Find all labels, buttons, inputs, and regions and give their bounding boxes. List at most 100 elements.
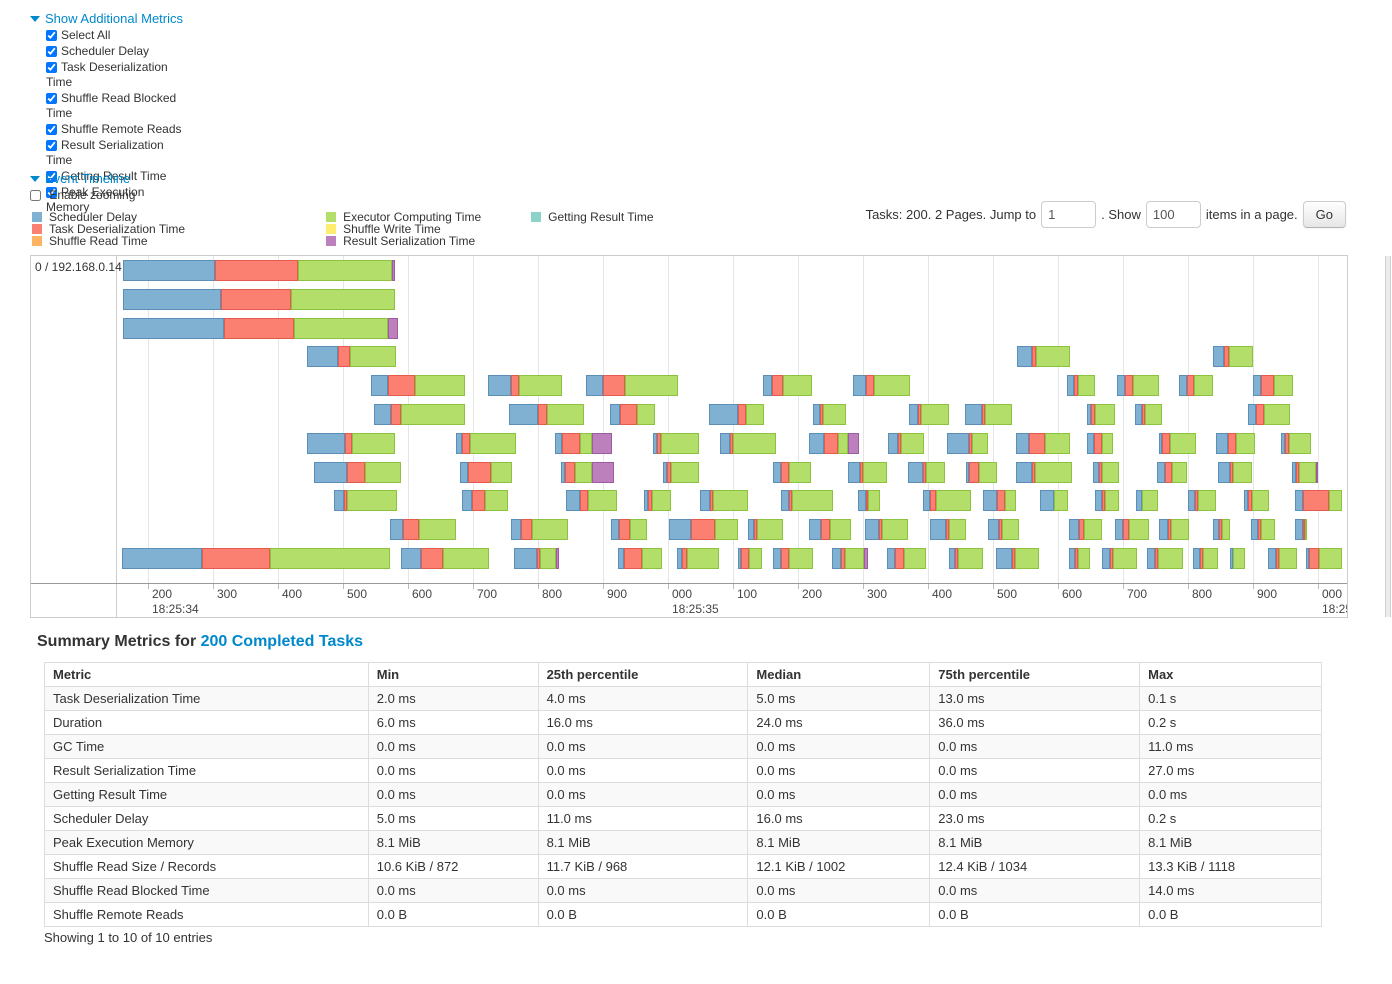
- timeline-task-bar[interactable]: [947, 433, 988, 454]
- timeline-task-bar[interactable]: [488, 375, 562, 396]
- timeline-task-bar[interactable]: [1016, 462, 1072, 483]
- timeline-task-bar[interactable]: [1017, 346, 1070, 367]
- timeline-task-bar[interactable]: [586, 375, 678, 396]
- timeline-task-bar[interactable]: [1295, 519, 1307, 540]
- timeline-task-bar[interactable]: [763, 375, 812, 396]
- timeline-task-bar[interactable]: [1193, 548, 1218, 569]
- timeline-task-bar[interactable]: [909, 404, 949, 425]
- timeline-task-bar[interactable]: [1147, 548, 1183, 569]
- timeline-task-bar[interactable]: [738, 548, 762, 569]
- timeline-task-bar[interactable]: [307, 433, 395, 454]
- timeline-task-bar[interactable]: [1281, 433, 1311, 454]
- timeline-task-bar[interactable]: [1016, 433, 1070, 454]
- timeline-task-bar[interactable]: [1268, 548, 1297, 569]
- timeline-task-bar[interactable]: [1093, 462, 1119, 483]
- timeline-task-bar[interactable]: [1095, 490, 1119, 511]
- timeline-task-bar[interactable]: [334, 490, 397, 511]
- summary-header-cell[interactable]: 75th percentile: [929, 662, 1141, 687]
- timeline-task-bar[interactable]: [1159, 433, 1196, 454]
- timeline-task-bar[interactable]: [511, 519, 568, 540]
- timeline-task-bar[interactable]: [618, 548, 662, 569]
- timeline-task-bar[interactable]: [314, 462, 401, 483]
- timeline-vertical-scrollbar[interactable]: [1385, 256, 1391, 617]
- timeline-task-bar[interactable]: [1248, 404, 1290, 425]
- metric-checkbox[interactable]: [46, 171, 57, 182]
- timeline-task-bar[interactable]: [865, 519, 908, 540]
- metric-checkbox[interactable]: [46, 30, 57, 41]
- metric-checkbox[interactable]: [46, 140, 57, 151]
- timeline-task-bar[interactable]: [1213, 346, 1253, 367]
- summary-header-cell[interactable]: Metric: [44, 662, 369, 687]
- timeline-task-bar[interactable]: [653, 433, 699, 454]
- timeline-task-bar[interactable]: [709, 404, 764, 425]
- timeline-task-bar[interactable]: [610, 404, 655, 425]
- timeline-task-bar[interactable]: [1188, 490, 1216, 511]
- timeline-task-bar[interactable]: [401, 548, 489, 569]
- summary-header-cell[interactable]: Max: [1139, 662, 1322, 687]
- go-button[interactable]: Go: [1302, 201, 1346, 228]
- timeline-task-bar[interactable]: [460, 462, 512, 483]
- timeline-task-bar[interactable]: [663, 462, 699, 483]
- items-per-page-input[interactable]: [1145, 201, 1201, 228]
- timeline-task-bar[interactable]: [1216, 433, 1255, 454]
- event-timeline-toggle[interactable]: Event Timeline: [30, 171, 130, 186]
- timeline-task-bar[interactable]: [1157, 462, 1187, 483]
- timeline-task-bar[interactable]: [908, 462, 945, 483]
- timeline-task-bar[interactable]: [566, 490, 617, 511]
- timeline-task-bar[interactable]: [773, 548, 813, 569]
- timeline-task-bar[interactable]: [1069, 548, 1090, 569]
- timeline-task-bar[interactable]: [949, 548, 983, 569]
- timeline-task-bar[interactable]: [930, 519, 966, 540]
- timeline-task-bar[interactable]: [809, 519, 851, 540]
- timeline-task-bar[interactable]: [1295, 490, 1342, 511]
- timeline-task-bar[interactable]: [888, 433, 924, 454]
- timeline-task-bar[interactable]: [773, 462, 811, 483]
- timeline-task-bar[interactable]: [371, 375, 465, 396]
- timeline-task-bar[interactable]: [123, 260, 395, 281]
- summary-header-cell[interactable]: Median: [747, 662, 931, 687]
- timeline-task-bar[interactable]: [1067, 375, 1095, 396]
- enable-zooming-checkbox[interactable]: [30, 190, 41, 201]
- timeline-task-bar[interactable]: [390, 519, 456, 540]
- timeline-task-bar[interactable]: [1115, 519, 1149, 540]
- timeline-task-bar[interactable]: [1244, 490, 1269, 511]
- timeline-task-bar[interactable]: [462, 490, 508, 511]
- timeline-task-bar[interactable]: [887, 548, 926, 569]
- timeline-task-bar[interactable]: [1179, 375, 1213, 396]
- timeline-task-bar[interactable]: [700, 490, 748, 511]
- timeline-task-bar[interactable]: [1230, 548, 1245, 569]
- timeline-task-bar[interactable]: [1292, 462, 1318, 483]
- timeline-task-bar[interactable]: [966, 462, 997, 483]
- summary-header-cell[interactable]: Min: [367, 662, 539, 687]
- timeline-task-bar[interactable]: [1218, 462, 1252, 483]
- timeline-task-bar[interactable]: [1040, 490, 1068, 511]
- timeline-task-bar[interactable]: [555, 433, 612, 454]
- timeline-task-bar[interactable]: [1069, 519, 1102, 540]
- timeline-task-bar[interactable]: [983, 490, 1016, 511]
- timeline-task-bar[interactable]: [123, 289, 395, 310]
- timeline-task-bar[interactable]: [669, 519, 738, 540]
- timeline-task-bar[interactable]: [813, 404, 846, 425]
- timeline-task-bar[interactable]: [1102, 548, 1137, 569]
- timeline-task-bar[interactable]: [848, 462, 887, 483]
- timeline-task-bar[interactable]: [456, 433, 516, 454]
- metric-checkbox[interactable]: [46, 124, 57, 135]
- metric-checkbox[interactable]: [46, 46, 57, 57]
- timeline-task-bar[interactable]: [853, 375, 910, 396]
- timeline-task-bar[interactable]: [996, 548, 1039, 569]
- timeline-task-bar[interactable]: [644, 490, 671, 511]
- metric-checkbox[interactable]: [46, 93, 57, 104]
- timeline-task-bar[interactable]: [988, 519, 1019, 540]
- timeline-task-bar[interactable]: [1251, 519, 1275, 540]
- timeline-task-bar[interactable]: [374, 404, 465, 425]
- timeline-task-bar[interactable]: [1136, 490, 1158, 511]
- timeline-task-bar[interactable]: [720, 433, 776, 454]
- timeline-task-bar[interactable]: [1087, 404, 1115, 425]
- metric-checkbox[interactable]: [46, 62, 57, 73]
- timeline-task-bar[interactable]: [1135, 404, 1162, 425]
- timeline-task-bar[interactable]: [561, 462, 614, 483]
- timeline-task-bar[interactable]: [1213, 519, 1230, 540]
- timeline-task-bar[interactable]: [965, 404, 1012, 425]
- timeline-task-bar[interactable]: [923, 490, 971, 511]
- completed-tasks-link[interactable]: 200 Completed Tasks: [200, 633, 364, 650]
